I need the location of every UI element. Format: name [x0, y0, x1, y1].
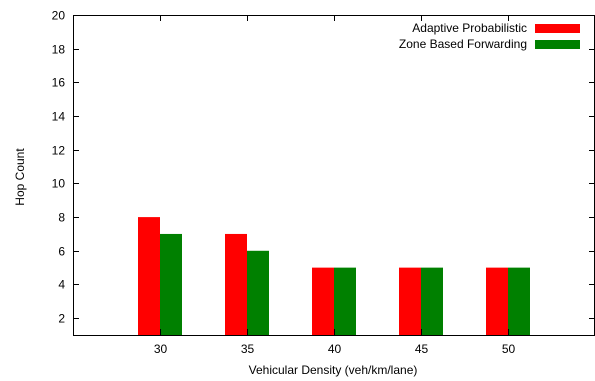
bar-zone-based-forwarding-40	[334, 267, 356, 335]
bar-adaptive-probabilistic-40	[312, 267, 334, 335]
y-tick-label: 2	[58, 312, 65, 326]
bar-adaptive-probabilistic-45	[399, 267, 421, 335]
x-axis-label: Vehicular Density (veh/km/lane)	[249, 363, 418, 377]
x-tick-label: 30	[154, 342, 168, 356]
y-tick-label: 10	[52, 177, 66, 191]
bar-zone-based-forwarding-50	[508, 267, 530, 335]
x-tick-label: 35	[241, 342, 255, 356]
y-tick-label: 6	[58, 245, 65, 259]
x-tick-label: 45	[415, 342, 429, 356]
bar-zone-based-forwarding-45	[421, 267, 443, 335]
legend: Adaptive Probabilistic Zone Based Forward…	[399, 21, 580, 51]
legend-swatch	[535, 40, 580, 49]
x-tick-label: 40	[328, 342, 342, 356]
bar-zone-based-forwarding-30	[160, 233, 182, 335]
y-tick-label: 14	[52, 110, 66, 124]
y-tick-label: 20	[52, 9, 66, 23]
bars-layer	[138, 217, 530, 335]
x-axis: 30 35 40 45 50	[154, 15, 516, 356]
y-axis: 2 4 6 8 10 12 14 16 18 20	[52, 9, 595, 326]
legend-swatch	[535, 24, 580, 33]
y-axis-label: Hop Count	[13, 148, 27, 206]
y-tick-label: 16	[52, 76, 66, 90]
bar-adaptive-probabilistic-35	[225, 233, 247, 335]
bar-adaptive-probabilistic-50	[486, 267, 508, 335]
bar-zone-based-forwarding-35	[247, 250, 269, 335]
y-tick-label: 4	[58, 278, 65, 292]
bar-adaptive-probabilistic-30	[138, 217, 160, 335]
x-tick-label: 50	[502, 342, 516, 356]
legend-label: Zone Based Forwarding	[399, 37, 527, 51]
y-tick-label: 8	[58, 211, 65, 225]
y-tick-label: 12	[52, 144, 66, 158]
legend-label: Adaptive Probabilistic	[412, 21, 527, 35]
y-tick-label: 18	[52, 43, 66, 57]
